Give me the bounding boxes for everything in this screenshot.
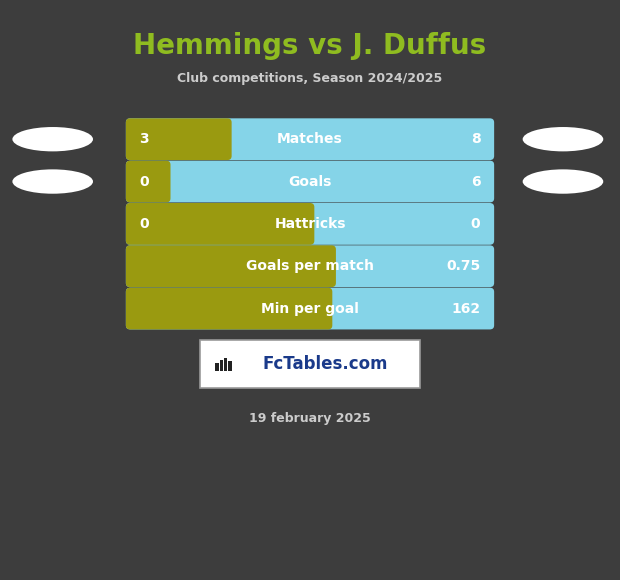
Text: 162: 162 [451,302,481,316]
Text: 0: 0 [471,217,480,231]
FancyBboxPatch shape [224,358,228,371]
Text: Hattricks: Hattricks [274,217,346,231]
Text: 19 february 2025: 19 february 2025 [249,412,371,425]
Text: FcTables.com: FcTables.com [263,355,388,374]
Ellipse shape [12,127,93,151]
FancyBboxPatch shape [216,363,219,371]
Ellipse shape [12,169,93,194]
Text: 0.75: 0.75 [446,259,480,273]
FancyBboxPatch shape [126,161,171,202]
Ellipse shape [523,127,603,151]
FancyBboxPatch shape [126,288,494,329]
Text: Goals: Goals [288,175,332,188]
Text: 6: 6 [471,175,480,188]
FancyBboxPatch shape [126,118,232,160]
FancyBboxPatch shape [126,203,314,245]
FancyBboxPatch shape [200,340,420,388]
Text: Club competitions, Season 2024/2025: Club competitions, Season 2024/2025 [177,72,443,85]
FancyBboxPatch shape [126,161,494,202]
FancyBboxPatch shape [126,245,494,287]
Text: 3: 3 [140,132,149,146]
Text: Matches: Matches [277,132,343,146]
FancyBboxPatch shape [126,118,494,160]
Text: Goals per match: Goals per match [246,259,374,273]
Text: 0: 0 [140,175,149,188]
Text: 8: 8 [471,132,480,146]
FancyBboxPatch shape [220,360,223,371]
FancyBboxPatch shape [126,203,494,245]
Text: Hemmings vs J. Duffus: Hemmings vs J. Duffus [133,32,487,60]
Ellipse shape [523,169,603,194]
FancyBboxPatch shape [126,245,336,287]
FancyBboxPatch shape [126,288,332,329]
FancyBboxPatch shape [229,361,232,371]
Text: 0: 0 [140,217,149,231]
Text: Min per goal: Min per goal [261,302,359,316]
